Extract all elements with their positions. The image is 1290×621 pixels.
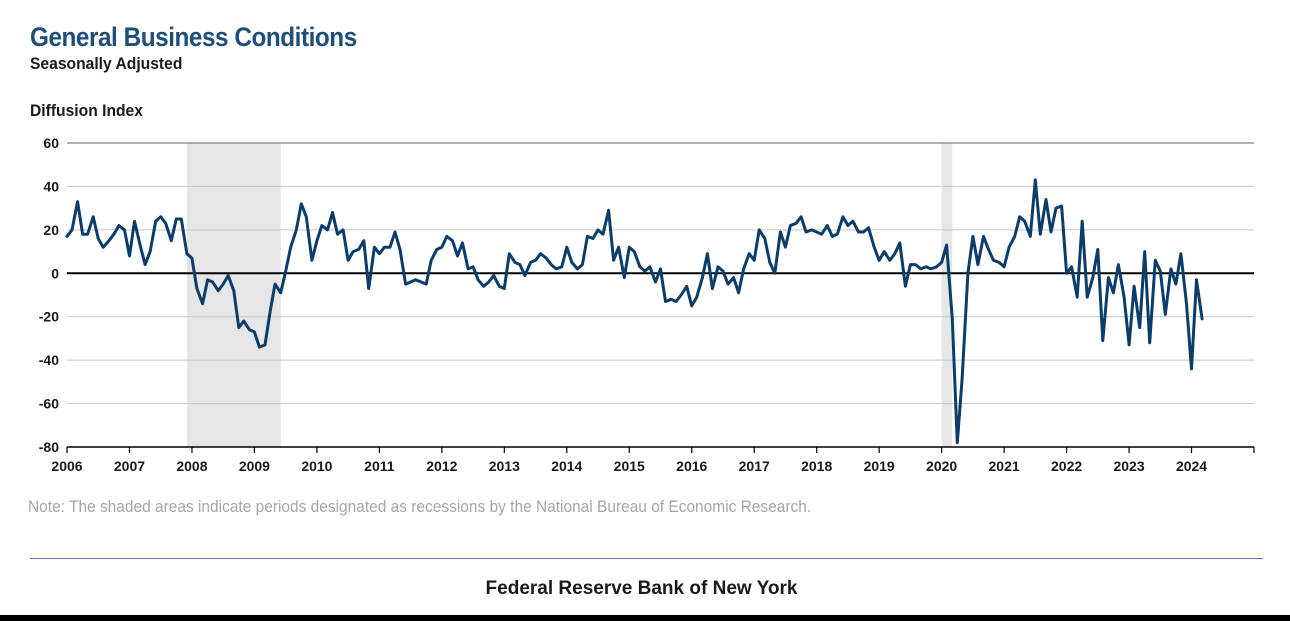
x-tick-label-2018: 2018: [801, 458, 832, 474]
y-tick-label-40: 40: [43, 178, 59, 194]
x-tick-label-2010: 2010: [301, 458, 332, 474]
x-tick-label-2008: 2008: [176, 458, 207, 474]
x-tick-label-2021: 2021: [989, 458, 1020, 474]
x-tick-label-2016: 2016: [676, 458, 707, 474]
x-tick-label-2014: 2014: [551, 458, 582, 474]
x-axis: 2006 2007 2008 2009 2010 2011 2012 2013 2014 2015…: [51, 447, 1255, 474]
line-chart: 60 40 20 0 -20 -40 -60 -80 2006 2007 2008 2009 2010…: [39, 135, 1255, 474]
x-tick-label-2017: 2017: [739, 458, 770, 474]
chart-title: General Business Conditions: [30, 22, 357, 52]
footer-source: Federal Reserve Bank of New York: [485, 578, 798, 599]
y-tick-label-60: 60: [43, 135, 59, 151]
x-tick-label-2013: 2013: [489, 458, 520, 474]
bottom-bar: [0, 615, 1290, 621]
x-tick-label-2019: 2019: [864, 458, 895, 474]
y-tick-label--60: -60: [39, 396, 59, 412]
x-tick-label-2023: 2023: [1113, 458, 1144, 474]
recession-band-1: [941, 143, 953, 447]
x-tick-label-2022: 2022: [1051, 458, 1082, 474]
y-tick-label--80: -80: [39, 439, 59, 455]
x-tick-label-2006: 2006: [51, 458, 82, 474]
y-tick-label--20: -20: [39, 309, 59, 325]
series-layer: [65, 178, 1204, 445]
x-tick-label-2015: 2015: [614, 458, 645, 474]
y-tick-label-20: 20: [43, 222, 59, 238]
x-tick-label-2020: 2020: [926, 458, 957, 474]
y-tick-labels: 60 40 20 0 -20 -40 -60 -80: [39, 135, 59, 455]
footer-divider: [30, 558, 1263, 559]
recession-bands: [186, 143, 953, 447]
y-tick-label--40: -40: [39, 352, 59, 368]
recession-note: Note: The shaded areas indicate periods …: [28, 497, 812, 516]
x-tick-label-2007: 2007: [114, 458, 145, 474]
x-tick-label-2012: 2012: [426, 458, 457, 474]
series-line-0: [65, 178, 1204, 445]
y-tick-label-0: 0: [51, 265, 59, 281]
x-tick-label-2011: 2011: [364, 458, 395, 474]
x-tick-label-2009: 2009: [239, 458, 270, 474]
chart-subtitle: Seasonally Adjusted: [30, 54, 183, 73]
x-tick-label-2024: 2024: [1176, 458, 1207, 474]
y-axis-label: Diffusion Index: [30, 101, 143, 120]
